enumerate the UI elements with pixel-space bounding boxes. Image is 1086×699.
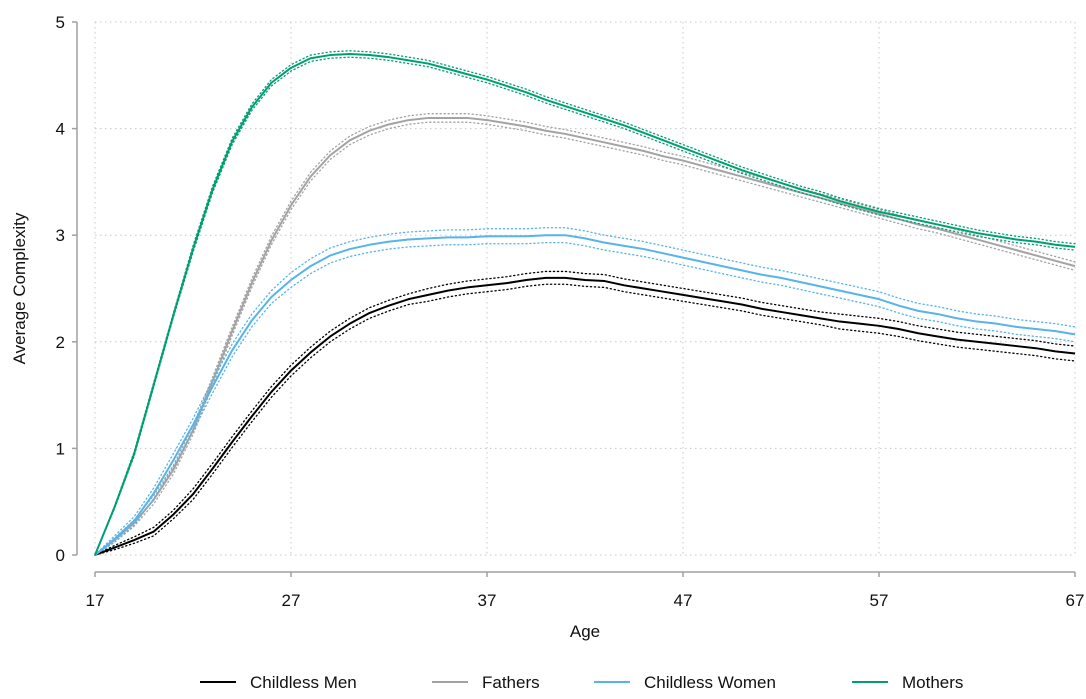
legend-label: Fathers — [482, 673, 540, 692]
x-axis-title: Age — [570, 622, 600, 641]
series-childless-men-ci-lower — [94, 283, 1076, 556]
x-tick-label: 17 — [86, 591, 105, 610]
series-fathers-line — [94, 116, 1076, 556]
series-childless-women-ci-lower — [94, 242, 1076, 556]
x-tick-label: 47 — [674, 591, 693, 610]
series-childless-women-ci-upper — [94, 227, 1076, 556]
x-tick-label: 67 — [1066, 591, 1085, 610]
axes-layer — [76, 22, 1075, 573]
legend-label: Childless Women — [644, 673, 776, 692]
y-tick-label: 0 — [56, 546, 65, 565]
legend-item-childless-women: Childless Women — [594, 673, 776, 692]
legend-item-childless-men: Childless Men — [200, 673, 357, 692]
series-mothers-ci-lower — [94, 56, 1076, 556]
series-childless-women — [94, 227, 1076, 556]
series-layer — [94, 50, 1076, 556]
x-tick-label: 57 — [870, 591, 889, 610]
legend-item-mothers: Mothers — [852, 673, 963, 692]
series-mothers-line — [94, 52, 1076, 556]
legend-item-fathers: Fathers — [432, 673, 540, 692]
y-tick-label: 1 — [56, 439, 65, 458]
series-fathers-ci-lower — [94, 121, 1076, 556]
series-childless-men-ci-upper — [94, 270, 1076, 556]
series-childless-men — [94, 270, 1076, 556]
x-tick-label: 37 — [478, 591, 497, 610]
series-mothers-ci-upper — [94, 50, 1076, 556]
y-tick-label: 5 — [56, 13, 65, 32]
y-tick-label: 2 — [56, 333, 65, 352]
series-childless-men-line — [94, 276, 1076, 556]
legend-label: Mothers — [902, 673, 963, 692]
y-tick-label: 4 — [56, 120, 65, 139]
y-tick-label: 3 — [56, 226, 65, 245]
ticks-layer: 0 1 2 3 4 5 17 27 37 47 57 67 — [56, 13, 1085, 610]
legend-label: Childless Men — [250, 673, 357, 692]
grid-layer — [94, 21, 1076, 556]
legend: Childless Men Fathers Childless Women Mothe… — [200, 673, 963, 692]
x-tick-label: 27 — [282, 591, 301, 610]
y-axis-title: Average Complexity — [10, 212, 29, 364]
series-childless-women-line — [94, 234, 1076, 556]
series-mothers — [94, 50, 1076, 556]
